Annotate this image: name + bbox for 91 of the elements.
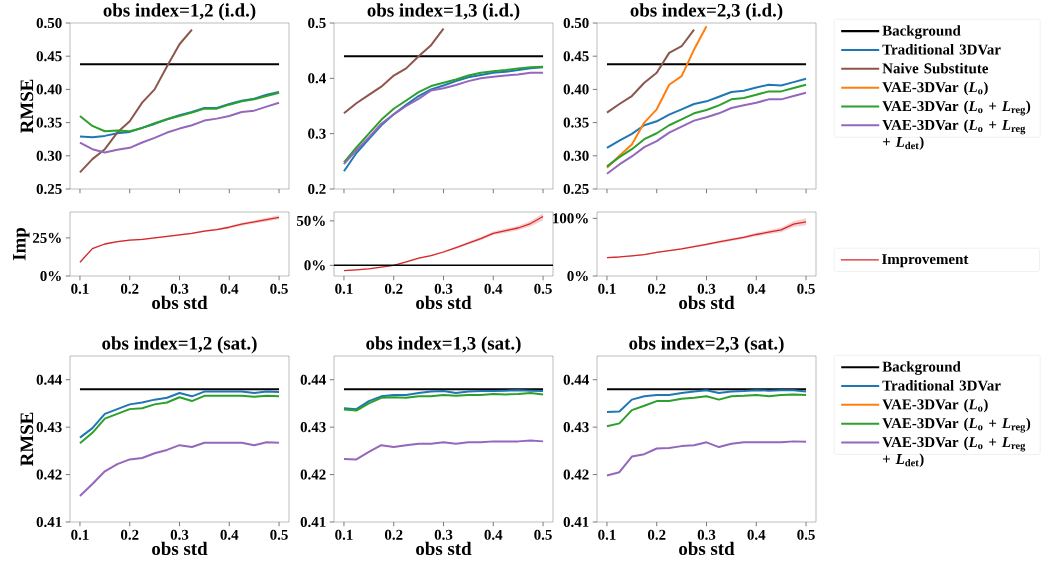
x-tick-label: 0.1: [71, 529, 89, 540]
y-tick-label: 0.45: [36, 51, 62, 62]
x-axis-title: obs std: [152, 541, 208, 556]
chart-title: obs index=2,3 (sat.): [629, 336, 784, 354]
chart-title: obs index=1,3 (i.d.): [367, 3, 520, 21]
y-tick-label: 0.5: [308, 17, 326, 29]
legend-label: Improvement: [882, 254, 969, 268]
y-tick-label: 0.42: [563, 469, 589, 480]
x-axis-title: obs std: [679, 295, 735, 310]
y-tick-label: 0.50: [36, 17, 62, 29]
y-tick-label: 0%: [40, 270, 61, 282]
y-tick-label: 0.43: [563, 422, 589, 433]
chart-title: obs index=1,3 (sat.): [366, 336, 521, 354]
x-tick-label: 0.1: [71, 283, 89, 294]
y-tick-label: 0.44: [300, 374, 326, 385]
y-tick-label: 25%: [32, 232, 61, 243]
x-tick-label: 0.3: [434, 529, 453, 540]
legend-label: Naive Substitute: [882, 62, 989, 74]
y-tick-label: 0.30: [563, 150, 589, 161]
y-tick-label: 0.40: [36, 84, 62, 95]
legend-label: Background: [882, 361, 961, 375]
y-axis-title: RMSE: [20, 79, 34, 134]
x-tick-label: 0.5: [797, 529, 815, 540]
y-tick-label: 0.42: [36, 469, 62, 480]
x-tick-label: 0.1: [335, 529, 353, 540]
x-tick-label: 0.4: [220, 529, 239, 540]
x-tick-label: 0.3: [697, 283, 716, 294]
y-tick-label: 0%: [567, 270, 588, 282]
x-tick-label: 0.4: [220, 283, 239, 294]
y-tick-label: 0.2: [308, 183, 326, 195]
x-axis-title: obs std: [679, 541, 735, 556]
x-tick-label: 0.5: [534, 529, 552, 540]
y-tick-label: 50%: [296, 215, 325, 226]
y-axis-title: Imp: [13, 227, 30, 261]
x-tick-label: 0.2: [384, 283, 403, 294]
legend-label: VAE-3DVar (L$_{o}$ + L$_{reg}$): [882, 417, 1031, 433]
legend-label: Background: [882, 25, 961, 39]
chart-title: obs index=1,2 (i.d.): [103, 3, 256, 21]
x-tick-label: 0.4: [747, 283, 766, 294]
legend-label: VAE-3DVar (L$_{o}$ + L$_{reg}$): [882, 100, 1031, 116]
y-tick-label: 0%: [304, 260, 325, 271]
y-tick-label: 0.25: [563, 183, 589, 195]
x-tick-label: 0.2: [647, 283, 666, 294]
x-tick-label: 0.2: [647, 529, 666, 540]
chart-title: obs index=1,2 (sat.): [102, 336, 257, 354]
y-tick-label: 0.4: [308, 73, 326, 84]
legend-label: Traditional 3DVar: [882, 380, 1001, 391]
x-tick-label: 0.1: [335, 283, 353, 294]
text: VAE-3DVar (L$_{o}$ + L$_{reg}$ + L$_{det}$): [882, 119, 1026, 150]
x-tick-label: 0.4: [484, 529, 503, 540]
x-tick-label: 0.3: [697, 529, 716, 540]
y-tick-label: 0.50: [563, 17, 589, 29]
x-tick-label: 0.3: [170, 529, 189, 540]
x-tick-label: 0.3: [170, 283, 189, 294]
y-tick-label: 0.41: [36, 516, 62, 528]
x-tick-label: 0.4: [747, 529, 766, 540]
y-tick-label: 0.41: [563, 516, 589, 528]
chart-title: obs index=2,3 (i.d.): [630, 3, 783, 21]
y-tick-label: 0.3: [308, 128, 326, 139]
y-tick-label: 0.30: [36, 150, 62, 161]
y-tick-label: 0.41: [300, 516, 326, 528]
y-tick-label: 0.43: [36, 422, 62, 433]
legend-label: VAE-3DVar (L$_{o}$): [882, 81, 988, 96]
x-tick-label: 0.2: [120, 283, 139, 294]
y-tick-label: 100%: [553, 213, 588, 224]
y-tick-label: 0.44: [563, 374, 589, 385]
legend-label: Traditional 3DVar: [882, 44, 1001, 55]
x-tick-label: 0.2: [384, 529, 403, 540]
x-axis-title: obs std: [416, 295, 472, 310]
x-tick-label: 0.1: [598, 283, 616, 294]
x-axis-title: obs std: [152, 295, 208, 310]
y-tick-label: 0.40: [563, 84, 589, 95]
y-tick-label: 0.25: [36, 183, 62, 195]
x-tick-label: 0.5: [270, 283, 288, 294]
text: VAE-3DVar (L$_{o}$ + L$_{reg}$ + L$_{det}$): [882, 436, 1026, 468]
y-tick-label: 0.35: [563, 117, 589, 128]
y-tick-label: 0.43: [300, 422, 326, 433]
legend-label: VAE-3DVar (L$_{o}$): [882, 398, 988, 413]
y-tick-label: 0.45: [563, 51, 589, 62]
x-axis-title: obs std: [416, 541, 472, 556]
x-tick-label: 0.5: [534, 283, 552, 294]
x-tick-label: 0.2: [120, 529, 139, 540]
x-tick-label: 0.1: [598, 529, 616, 540]
y-tick-label: 0.42: [300, 469, 326, 480]
y-axis-title: RMSE: [20, 412, 34, 467]
x-tick-label: 0.5: [797, 283, 815, 294]
y-tick-label: 0.44: [36, 374, 62, 385]
x-tick-label: 0.5: [270, 529, 288, 540]
y-tick-label: 0.35: [36, 117, 62, 128]
x-tick-label: 0.4: [484, 283, 503, 294]
x-tick-label: 0.3: [434, 283, 453, 294]
